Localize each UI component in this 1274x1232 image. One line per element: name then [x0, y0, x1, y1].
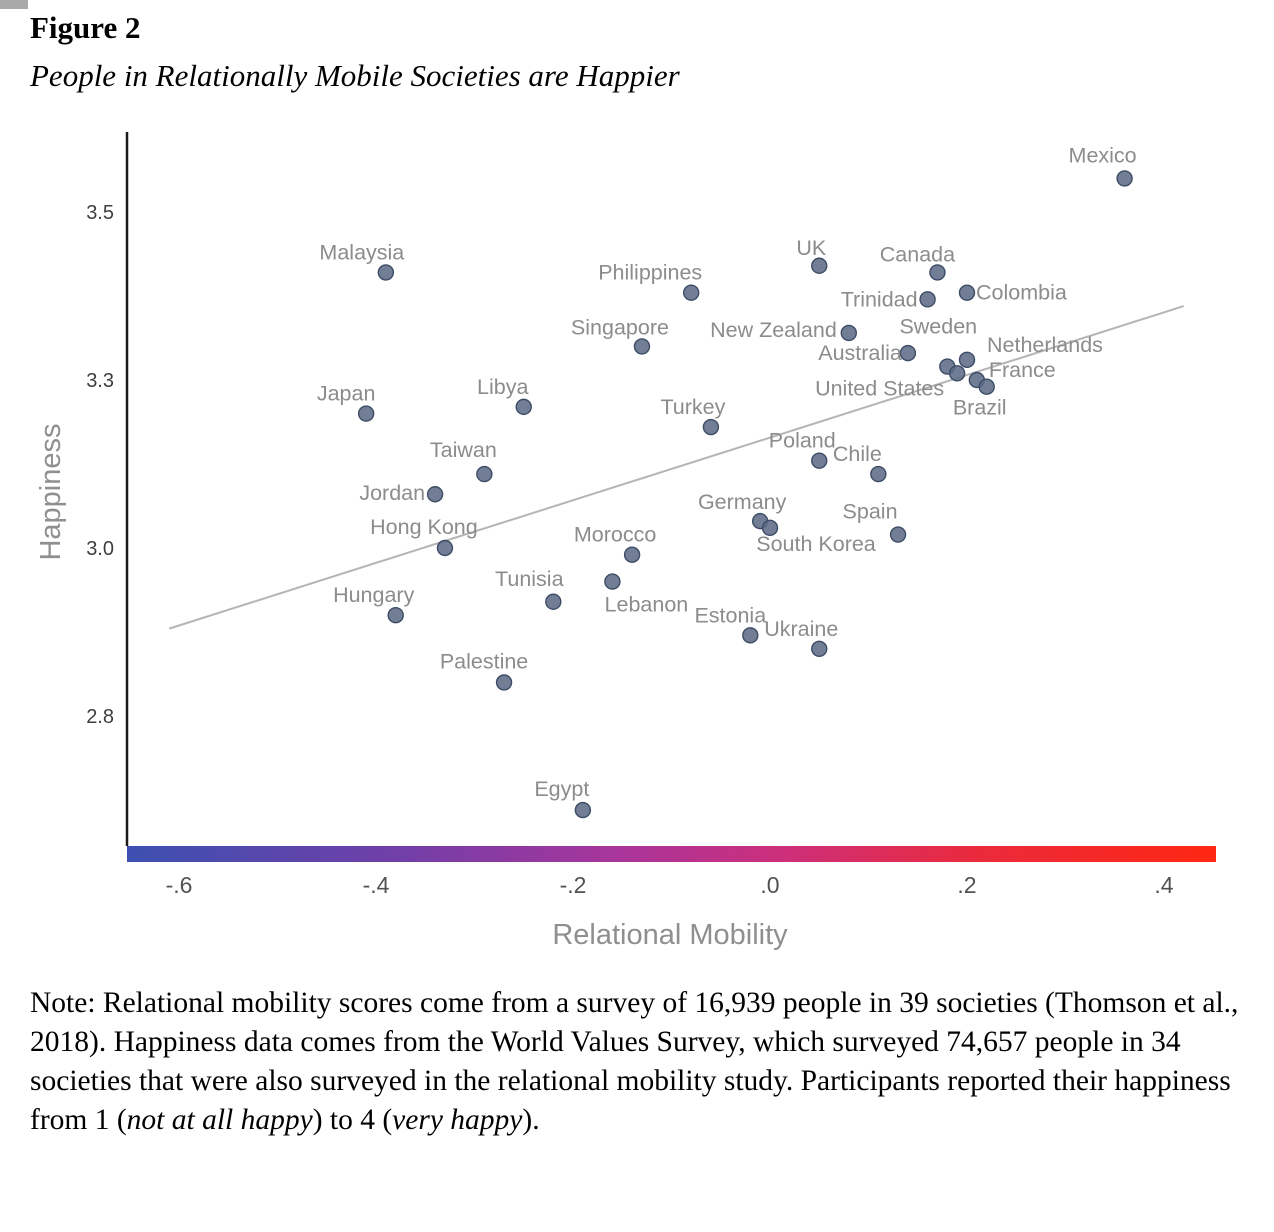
data-point-tunisia — [545, 593, 562, 610]
point-label-japan: Japan — [317, 382, 376, 406]
point-label-libya: Libya — [477, 375, 528, 399]
point-label-egypt: Egypt — [534, 777, 589, 801]
point-label-mexico: Mexico — [1069, 143, 1137, 167]
point-label-estonia: Estonia — [694, 603, 766, 627]
point-label-palestine: Palestine — [440, 649, 528, 673]
note-italic-segment: very happy — [392, 1104, 523, 1136]
data-point-netherlands — [958, 351, 976, 369]
data-point-south-korea — [761, 519, 779, 537]
point-label-poland: Poland — [769, 429, 836, 453]
point-label-brazil: Brazil — [953, 396, 1007, 420]
point-label-hong-kong: Hong Kong — [370, 515, 478, 539]
point-label-canada: Canada — [880, 242, 955, 266]
point-label-taiwan: Taiwan — [430, 438, 497, 462]
x-tick-label--6: -.6 — [166, 872, 193, 898]
y-tick-label-3.5: 3.5 — [86, 202, 114, 224]
point-label-turkey: Turkey — [660, 395, 725, 419]
point-label-morocco: Morocco — [574, 523, 656, 547]
data-point-japan — [357, 405, 375, 422]
data-point-egypt — [574, 801, 592, 819]
point-label-new-zealand: New Zealand — [710, 318, 837, 342]
data-point-uk — [811, 257, 828, 274]
point-label-hungary: Hungary — [333, 583, 415, 607]
x-axis-colorbar — [127, 846, 1216, 862]
data-point-brazil — [978, 378, 995, 395]
note-segment: Note: Relational mobility scores come fr… — [30, 987, 1239, 1136]
corner-artifact — [0, 0, 28, 9]
point-label-germany: Germany — [698, 490, 787, 514]
x-tick-label--4: .4 — [1154, 872, 1173, 898]
data-point-palestine — [495, 674, 513, 691]
trend-line — [168, 305, 1185, 630]
data-point-united-states — [948, 365, 966, 382]
point-label-colombia: Colombia — [976, 281, 1067, 305]
data-point-poland — [811, 452, 828, 469]
data-point-malaysia — [377, 264, 395, 281]
data-point-turkey — [702, 418, 720, 436]
y-tick-label-3.0: 3.0 — [86, 538, 114, 560]
point-label-lebanon: Lebanon — [605, 593, 689, 617]
point-label-philippines: Philippines — [598, 261, 702, 285]
x-tick-label--4: -.4 — [363, 872, 390, 898]
data-point-canada — [929, 264, 946, 281]
note-italic-segment: not at all happy — [126, 1104, 313, 1136]
data-point-philippines — [683, 284, 700, 301]
data-point-spain — [889, 526, 907, 543]
x-tick-label--2: -.2 — [560, 872, 587, 898]
data-point-taiwan — [476, 465, 493, 483]
point-label-uk: UK — [796, 236, 827, 260]
note-segment: ) to 4 ( — [312, 1104, 393, 1136]
figure-note: Note: Relational mobility scores come fr… — [30, 984, 1254, 1140]
data-point-jordan — [426, 486, 444, 503]
point-label-sweden: Sweden — [899, 315, 977, 339]
point-label-malaysia: Malaysia — [319, 240, 404, 264]
point-label-australia: Australia — [818, 341, 902, 365]
data-point-australia — [899, 344, 917, 362]
note-segment: ). — [522, 1104, 540, 1136]
data-point-singapore — [633, 338, 651, 355]
data-point-morocco — [623, 546, 641, 563]
point-label-tunisia: Tunisia — [495, 567, 564, 591]
y-tick-label-3.3: 3.3 — [86, 370, 114, 392]
data-point-colombia — [958, 284, 976, 301]
point-label-netherlands: Netherlands — [987, 333, 1103, 357]
data-point-libya — [515, 398, 532, 416]
point-label-united-states: United States — [815, 376, 944, 400]
point-label-south-korea: South Korea — [756, 532, 876, 556]
data-point-hungary — [387, 607, 404, 624]
point-label-jordan: Jordan — [359, 481, 425, 505]
x-tick-label--0: .0 — [760, 872, 779, 898]
data-point-ukraine — [811, 640, 828, 657]
data-point-chile — [870, 465, 887, 483]
figure-title: People in Relationally Mobile Societies … — [30, 58, 680, 93]
data-point-new-zealand — [840, 324, 857, 342]
point-label-chile: Chile — [833, 442, 882, 466]
point-label-singapore: Singapore — [571, 315, 669, 339]
figure-label: Figure 2 — [30, 10, 141, 45]
x-tick-label--2: .2 — [957, 872, 976, 898]
point-label-france: France — [989, 358, 1056, 382]
point-label-spain: Spain — [843, 500, 898, 524]
point-label-ukraine: Ukraine — [764, 617, 838, 641]
y-tick-label-2.8: 2.8 — [86, 706, 114, 728]
data-point-hong-kong — [436, 539, 454, 557]
data-point-estonia — [742, 627, 759, 644]
data-point-mexico — [1116, 170, 1133, 187]
y-axis-title: Happiness — [35, 423, 67, 560]
point-label-trinidad: Trinidad — [841, 287, 918, 311]
data-point-lebanon — [604, 573, 621, 590]
data-point-trinidad — [919, 291, 936, 308]
x-axis-title: Relational Mobility — [552, 919, 788, 951]
